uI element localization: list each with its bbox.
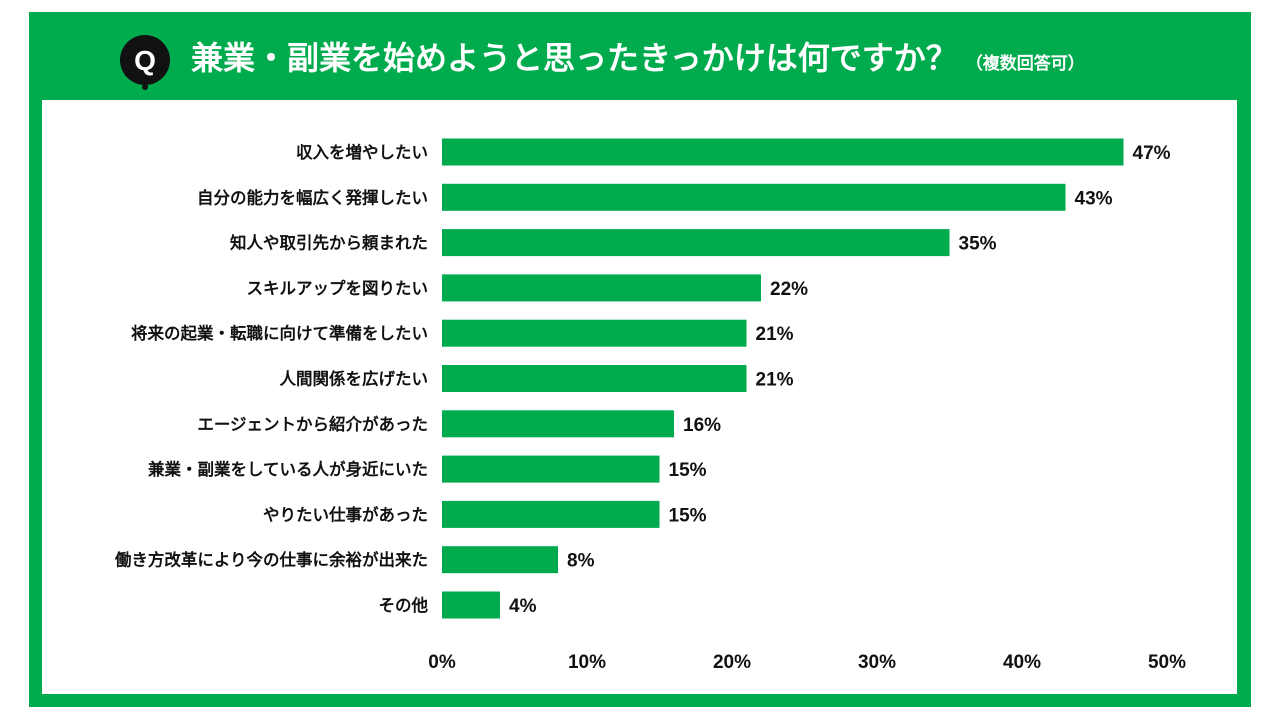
bar xyxy=(442,455,660,483)
data-label: 35% xyxy=(959,234,997,255)
x-tick-label: 0% xyxy=(428,652,456,673)
bar xyxy=(442,229,950,257)
category-label: 人間関係を広げたい xyxy=(280,369,429,389)
bar xyxy=(442,365,747,392)
category-label: 知人や取引先から頼まれた xyxy=(230,233,428,253)
question-badge-icon: Q xyxy=(115,32,175,92)
chart-frame: Q 兼業・副業を始めようと思ったきっかけは何ですか？ （複数回答可） 収入を増やし… xyxy=(29,12,1251,707)
chart-panel: 収入を増やしたい 47% 自分の能力を幅広く発揮したい 43% 知人や取引先から頼まれた… xyxy=(42,100,1237,694)
category-label: 収入を増やしたい xyxy=(296,142,428,162)
bar xyxy=(442,319,747,347)
bar xyxy=(442,500,660,528)
bar xyxy=(442,591,500,619)
title-note: （複数回答可） xyxy=(965,54,1085,74)
bar xyxy=(442,138,1124,166)
title-text: 兼業・副業を始めようと思ったきっかけは何ですか？ xyxy=(191,39,958,77)
data-label: 21% xyxy=(756,324,794,345)
header: Q 兼業・副業を始めようと思ったきっかけは何ですか？ （複数回答可） xyxy=(29,12,1251,100)
x-tick-label: 40% xyxy=(1003,652,1041,673)
data-label: 8% xyxy=(567,551,595,572)
bar-chart: 収入を増やしたい 47% 自分の能力を幅広く発揮したい 43% 知人や取引先から頼まれた… xyxy=(114,138,1186,673)
category-label: 働き方改革により今の仕事に余裕が出来た xyxy=(114,550,428,570)
bar xyxy=(442,410,674,438)
data-label: 4% xyxy=(509,596,537,617)
category-label: その他 xyxy=(379,595,429,615)
chart-title: 兼業・副業を始めようと思ったきっかけは何ですか？ （複数回答可） xyxy=(191,32,1085,84)
bar xyxy=(442,183,1066,211)
data-label: 15% xyxy=(669,505,707,526)
category-label: 将来の起業・転職に向けて準備をしたい xyxy=(131,323,428,343)
data-label: 22% xyxy=(770,279,808,300)
category-label: スキルアップを図りたい xyxy=(247,278,429,298)
category-label: エージェントから紹介があった xyxy=(197,414,428,434)
data-label: 16% xyxy=(683,415,721,436)
data-label: 21% xyxy=(756,370,794,391)
badge-letter: Q xyxy=(134,45,156,76)
x-tick-label: 10% xyxy=(568,652,606,673)
x-tick-label: 30% xyxy=(858,652,896,673)
x-tick-label: 20% xyxy=(713,652,751,673)
category-label: 自分の能力を幅広く発揮したい xyxy=(197,187,428,207)
category-label: やりたい仕事があった xyxy=(263,504,428,524)
data-label: 47% xyxy=(1133,143,1171,164)
data-label: 43% xyxy=(1075,188,1113,209)
category-label: 兼業・副業をしている人が身近にいた xyxy=(148,459,428,479)
x-tick-label: 50% xyxy=(1148,652,1186,673)
data-label: 15% xyxy=(669,460,707,481)
bar xyxy=(442,274,761,302)
bar xyxy=(442,546,558,574)
